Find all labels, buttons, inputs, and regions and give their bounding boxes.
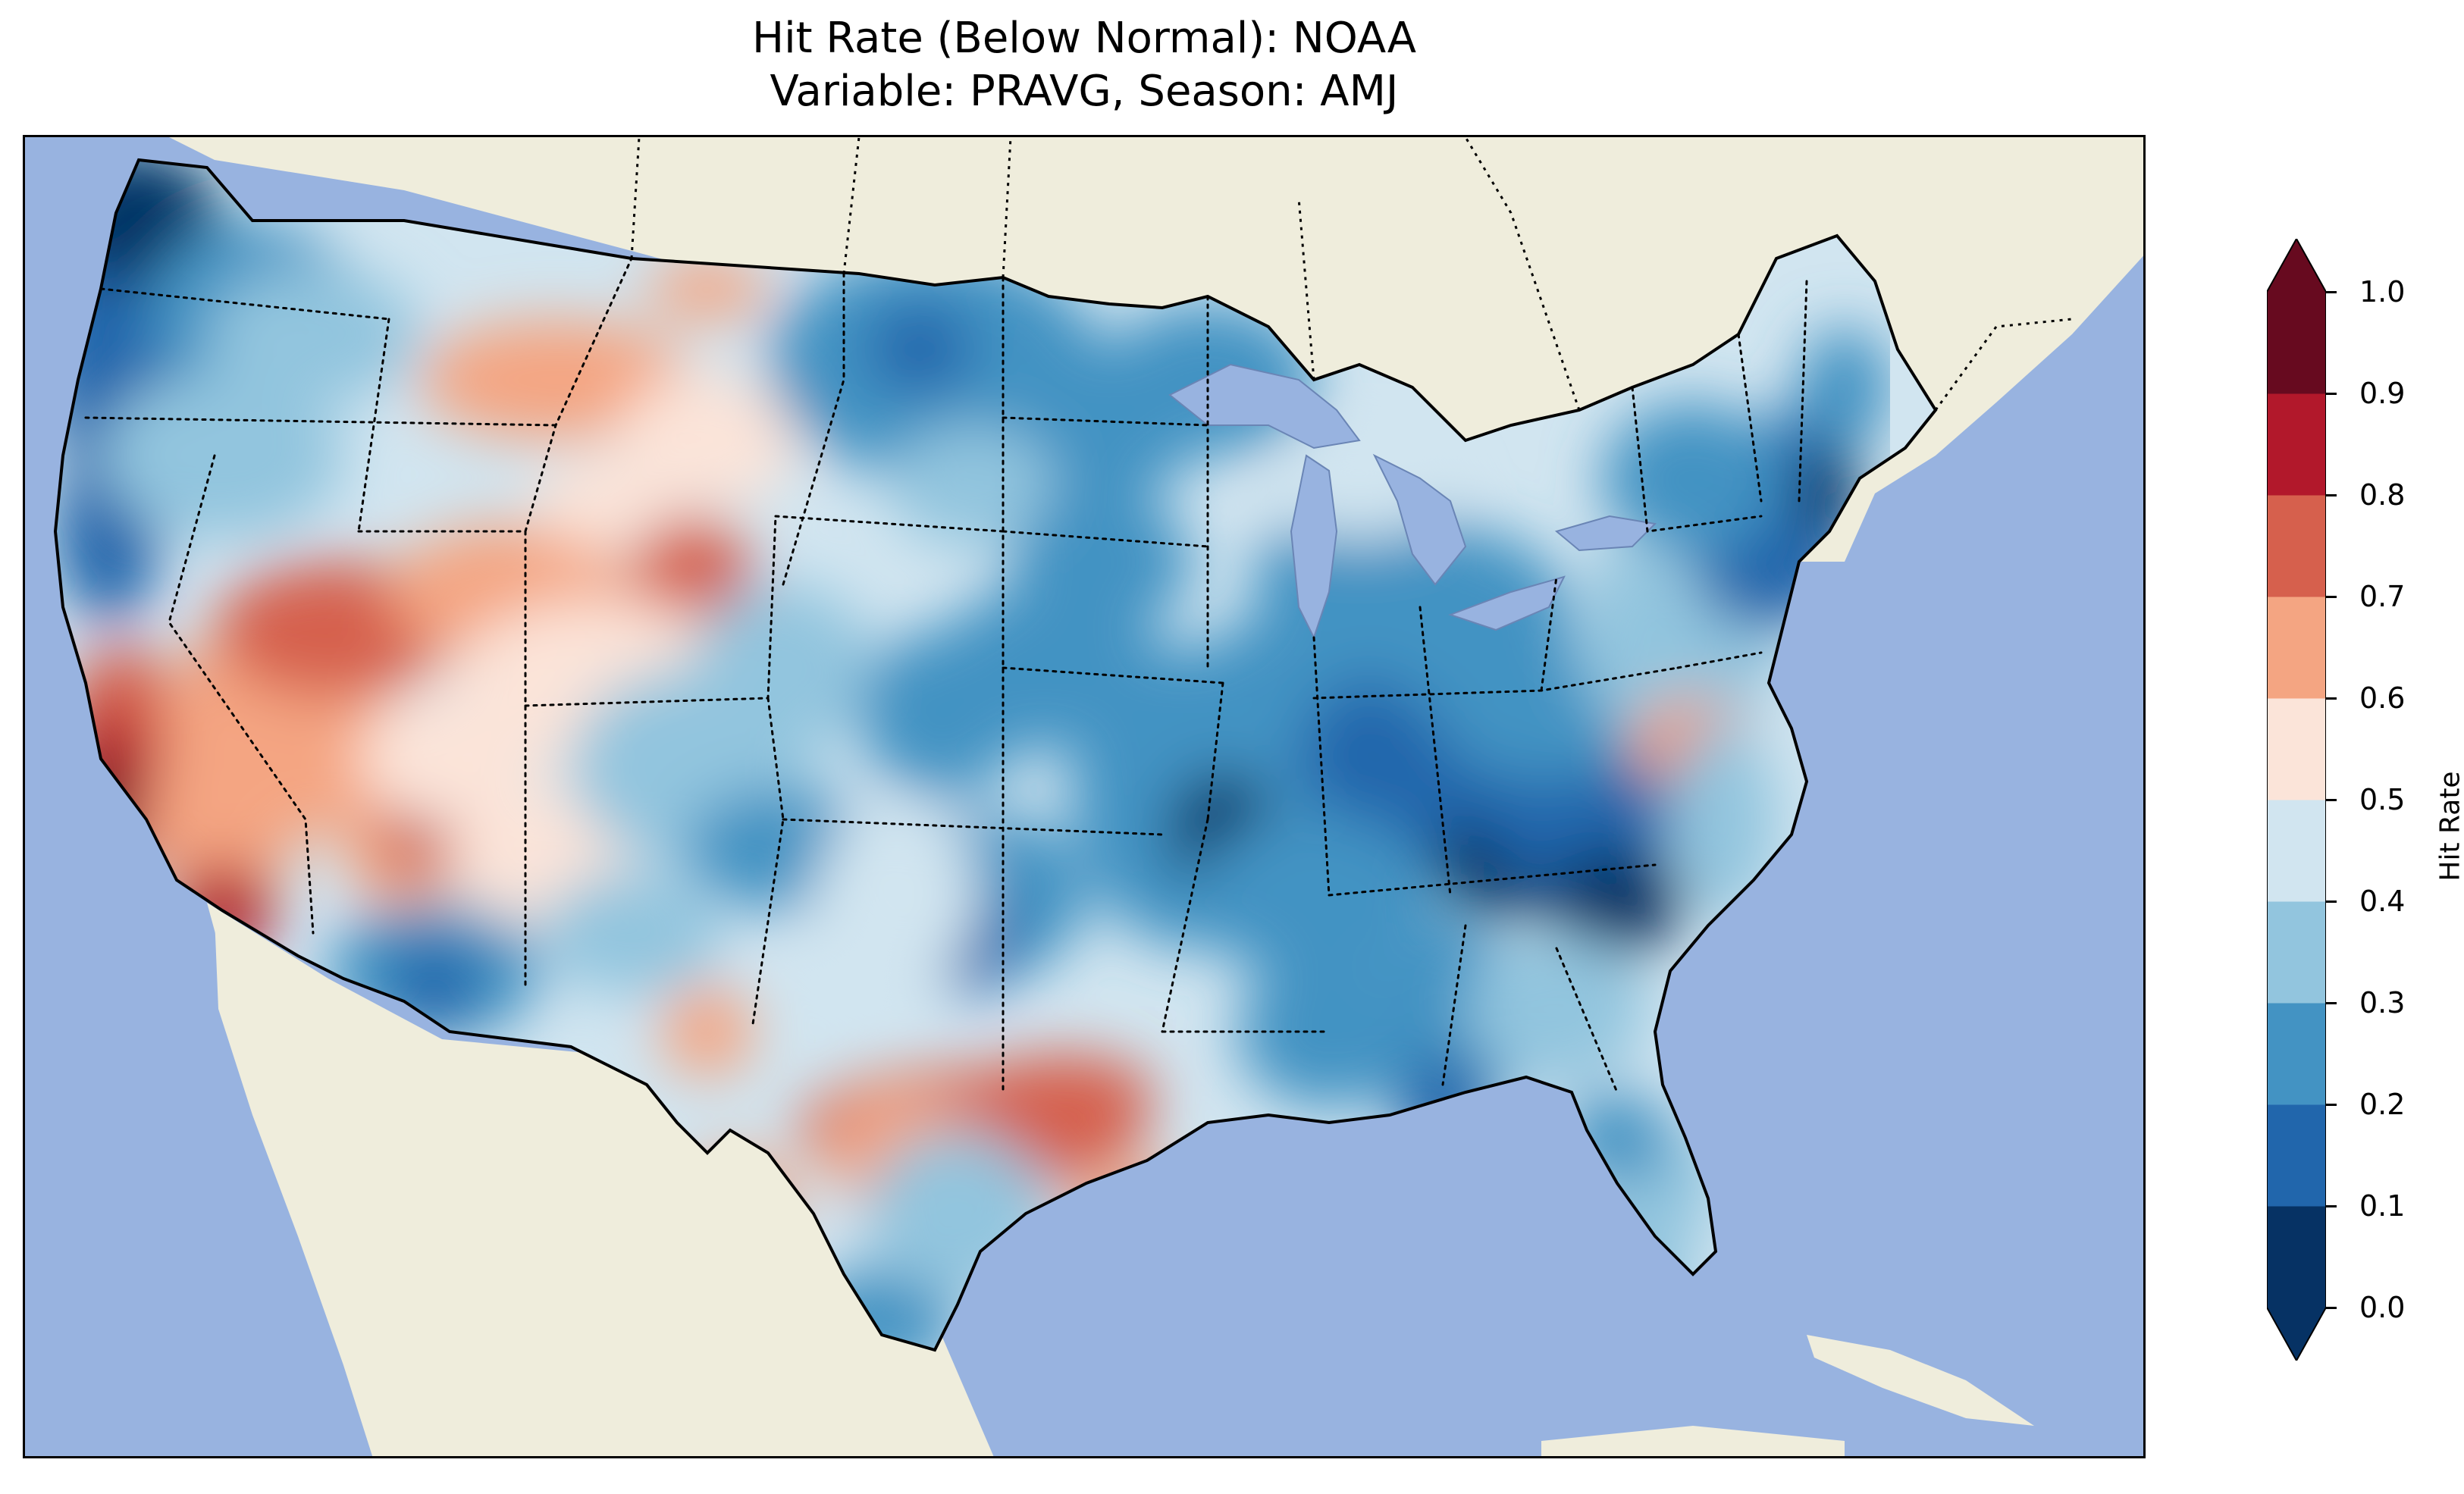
colorbar-extend-over	[2267, 239, 2326, 292]
colorbar-tick-label: 0.6	[2359, 681, 2406, 715]
colorbar-segment	[2267, 1104, 2326, 1207]
mexico-land	[207, 903, 994, 1456]
colorbar-tick-mark	[2326, 1104, 2337, 1106]
colorbar-tick-mark	[2326, 900, 2337, 903]
cuba-land	[1807, 1335, 2034, 1426]
baja-land	[215, 918, 419, 1456]
colorbar-tick-label: 0.4	[2359, 885, 2406, 918]
colorbar-tick-label: 0.7	[2359, 580, 2406, 613]
map-title-line1: Hit Rate (Below Normal): NOAA	[751, 14, 1417, 63]
colorbar-segment	[2267, 495, 2326, 597]
colorbar-segment	[2267, 393, 2326, 496]
map-title-line2: Variable: PRAVG, Season: AMJ	[770, 67, 1399, 116]
colorbar-segment	[2267, 698, 2326, 800]
colorbar-tick-mark	[2326, 1002, 2337, 1004]
colorbar-tick-label: 0.9	[2359, 377, 2406, 410]
colorbar-tick-mark	[2326, 1307, 2337, 1309]
colorbar-tick-mark	[2326, 697, 2337, 700]
colorbar-tick-mark	[2326, 799, 2337, 801]
colorbar-segment	[2267, 292, 2326, 394]
colorbar-tick-label: 0.5	[2359, 783, 2406, 816]
colorbar-segment	[2267, 597, 2326, 699]
colorbar-tick-label: 1.0	[2359, 275, 2406, 309]
yucatan-land	[1541, 1426, 1845, 1456]
lakes-layer	[1168, 363, 1657, 640]
colorbar-extend-under	[2267, 1308, 2326, 1361]
colorbar-tick-label: 0.3	[2359, 986, 2406, 1019]
colorbar-segment	[2267, 1003, 2326, 1105]
colorbar-tick-label: 0.1	[2359, 1189, 2406, 1223]
colorbar-label: Hit Rate	[2434, 771, 2464, 882]
colorbar-segment	[2267, 901, 2326, 1004]
map-panel[interactable]	[23, 135, 2146, 1458]
colorbar-segment	[2267, 800, 2326, 902]
colorbar-tick-mark	[2326, 1205, 2337, 1207]
colorbar-tick-label: 0.0	[2359, 1291, 2406, 1324]
colorbar-tick-label: 0.8	[2359, 478, 2406, 512]
colorbar-tick-label: 0.2	[2359, 1088, 2406, 1121]
colorbar-segment	[2267, 1206, 2326, 1308]
colorbar-tick-mark	[2326, 494, 2337, 496]
borders-layer	[53, 137, 2073, 1352]
colorbar-tick-mark	[2326, 393, 2337, 395]
colorbar-tick-mark	[2326, 596, 2337, 598]
colorbar-tick-mark	[2326, 291, 2337, 293]
colorbar	[2267, 239, 2326, 1361]
